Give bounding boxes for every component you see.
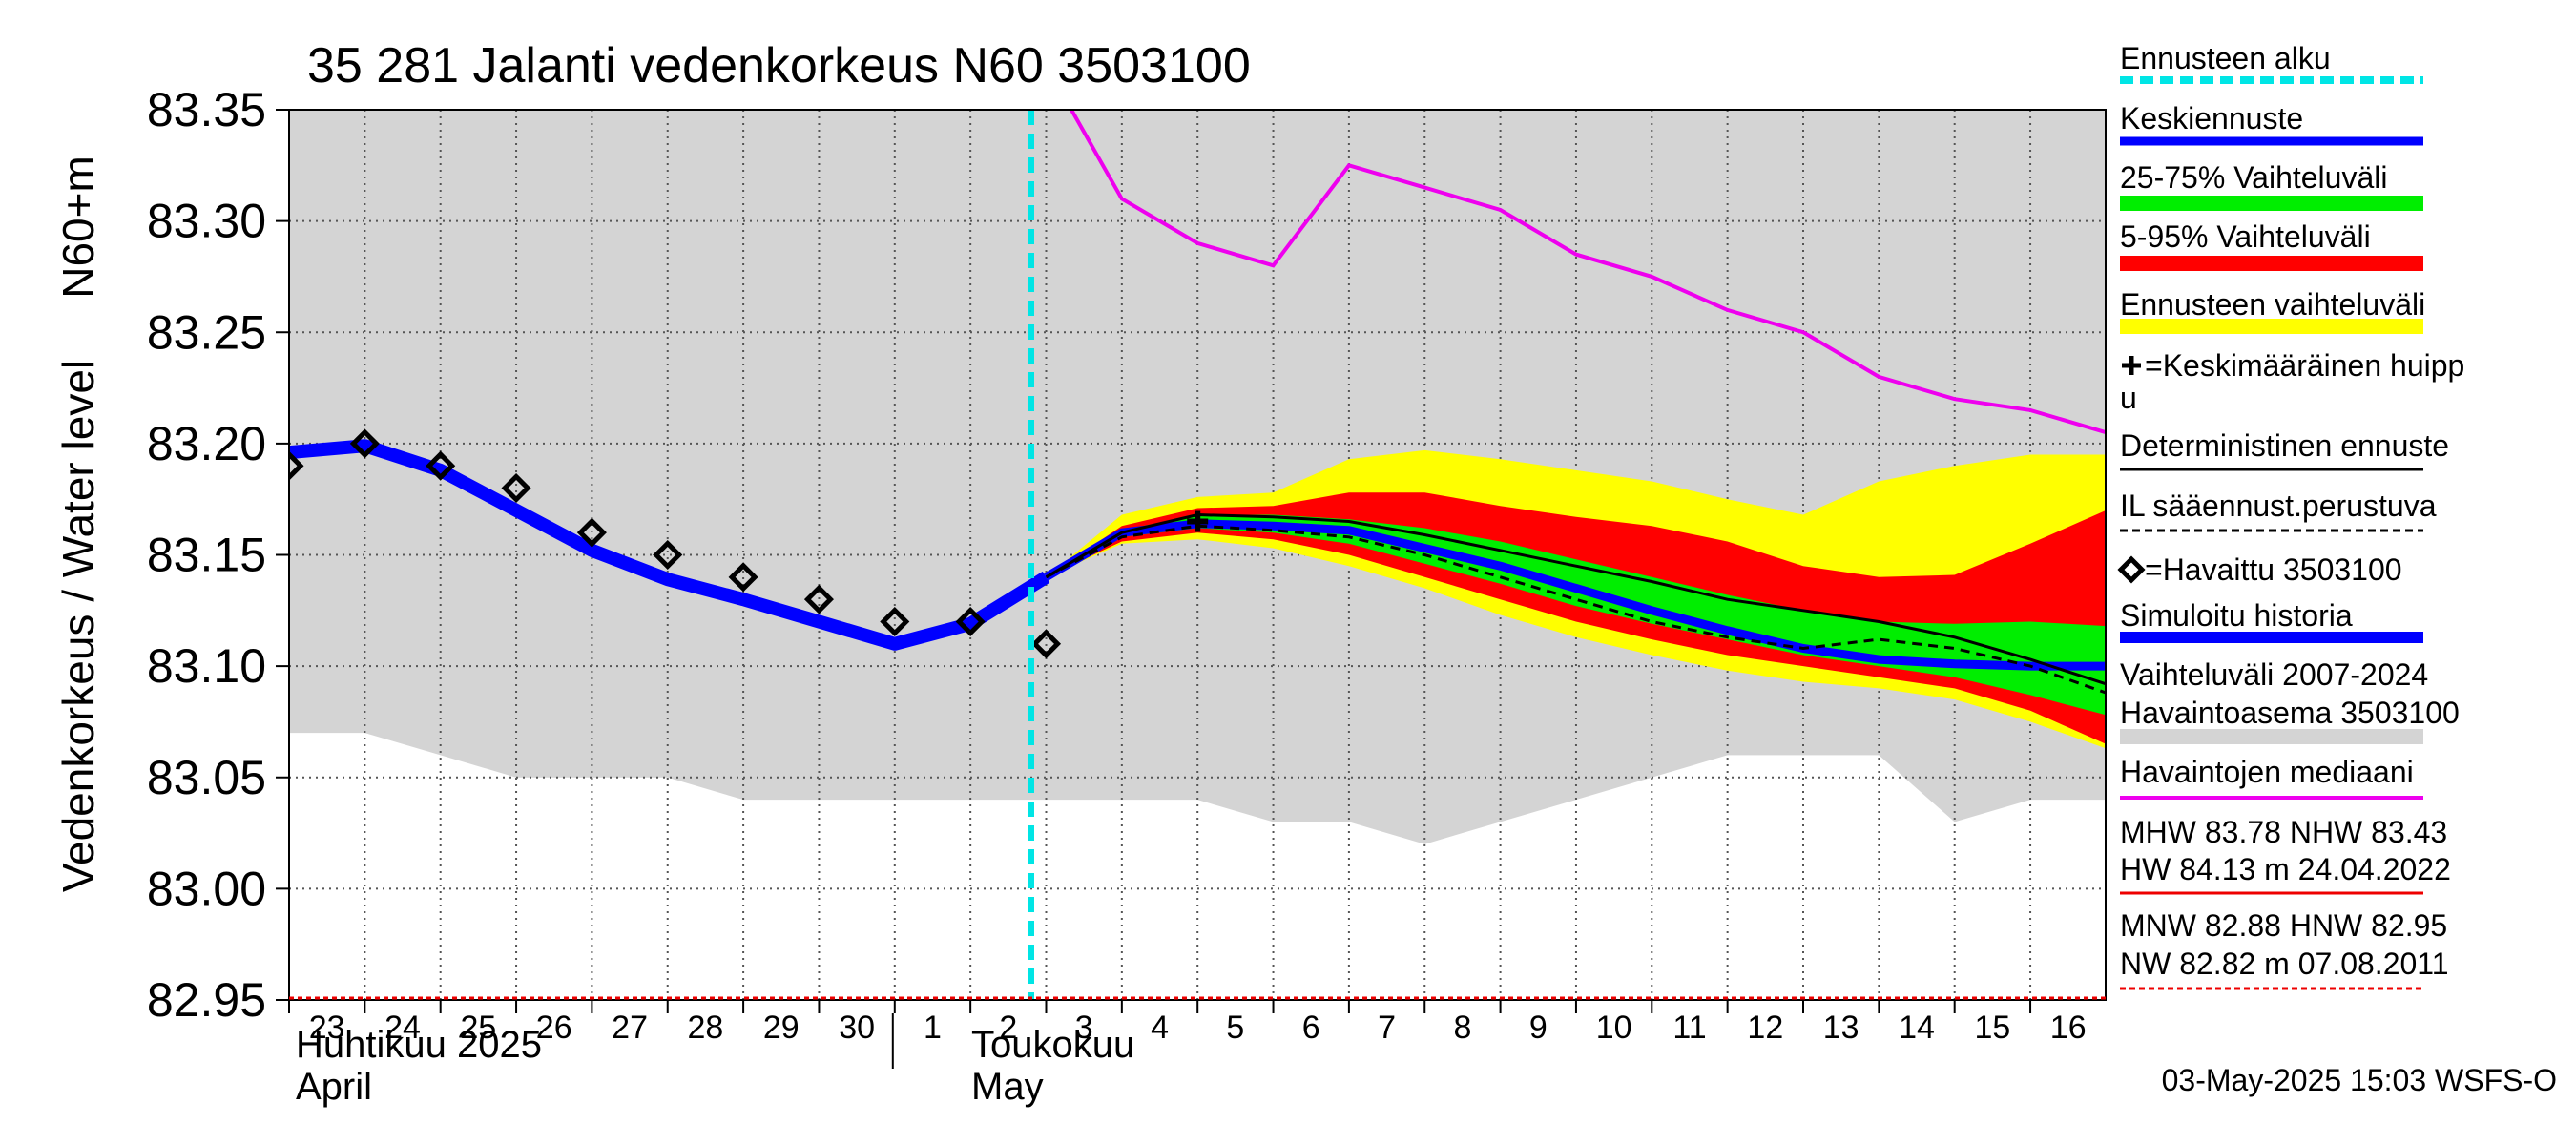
observed-point <box>349 428 380 459</box>
x-tick-label: 29 <box>763 1010 800 1046</box>
observed-point <box>653 539 683 571</box>
x-tick-label: 9 <box>1529 1010 1548 1046</box>
legend-stats-low-1: MNW 82.88 HNW 82.95 <box>2120 908 2447 943</box>
deterministic-forecast-line <box>1045 512 2106 686</box>
legend-forecast-start-label: Ennusteen alku <box>2120 41 2331 75</box>
x-tick-label: 8 <box>1453 1010 1471 1046</box>
x-tick-label: 3 <box>1075 1010 1093 1046</box>
observed-point <box>955 606 986 637</box>
simulated-history-line <box>289 439 1050 651</box>
legend-stats-high-1: MHW 83.78 NHW 83.43 <box>2120 815 2447 849</box>
month-label-fi: Huhtikuu 2025 <box>296 1024 542 1066</box>
legend-band-25-75-label: 25-75% Vaihteluväli <box>2120 160 2387 195</box>
x-tick-label: 4 <box>1151 1010 1169 1046</box>
x-tick-label: 23 <box>309 1010 345 1046</box>
x-tick-label: 24 <box>384 1010 421 1046</box>
y-tick-label: 82.95 <box>147 973 266 1027</box>
legend-median-label: Havaintojen mediaani <box>2120 755 2414 789</box>
x-tick-label: 27 <box>612 1010 648 1046</box>
legend-hist-range-label-cont: Havaintoasema 3503100 <box>2120 696 2460 730</box>
x-tick-label: 14 <box>1899 1010 1935 1046</box>
y-tick-label: 83.30 <box>147 195 266 248</box>
legend-mean-peak-label-cont: u <box>2120 381 2137 415</box>
plot-area <box>289 110 2106 1000</box>
x-tick-label: 16 <box>2050 1010 2087 1046</box>
mean-forecast-line <box>1044 519 2106 671</box>
il-forecast-line <box>1045 524 2106 695</box>
month-label-en: April <box>296 1066 372 1108</box>
x-tick-label: 15 <box>1974 1010 2010 1046</box>
x-tick-label: 1 <box>924 1010 942 1046</box>
observed-point <box>576 517 607 548</box>
observed-point <box>1030 629 1062 659</box>
axes: 83.35 83.30 83.25 83.20 83.15 83.10 83.05 83.00… <box>147 83 2107 1108</box>
legend-simulated-label: Simuloitu historia <box>2120 598 2353 633</box>
observed-point <box>501 472 531 504</box>
x-tick-label: 28 <box>688 1010 724 1046</box>
x-tick-label: 30 <box>839 1010 875 1046</box>
y-tick-label: 83.35 <box>147 83 266 136</box>
legend-stats-low-2: NW 82.82 m 07.08.2011 <box>2120 947 2449 981</box>
observed-point <box>880 606 910 637</box>
legend: Ennusteen alku Keskiennuste 25-75% Vaihtel… <box>2117 41 2464 990</box>
observed-point <box>803 584 834 614</box>
legend-mean-forecast-label: Keskiennuste <box>2120 101 2303 135</box>
legend-stats-high-2: HW 84.13 m 24.04.2022 <box>2120 852 2451 886</box>
timestamp-footer: 03-May-2025 15:03 WSFS-O <box>2162 1063 2557 1097</box>
x-tick-label: 7 <box>1378 1010 1396 1046</box>
y-tick-label: 83.20 <box>147 417 266 470</box>
y-tick-label: 83.05 <box>147 751 266 804</box>
historical-range-band <box>289 110 2106 844</box>
y-tick-label: 83.10 <box>147 639 266 693</box>
median-line <box>1069 110 2106 435</box>
x-tick-label: 26 <box>536 1010 572 1046</box>
month-label-en: May <box>971 1066 1044 1108</box>
observed-point <box>289 450 304 481</box>
legend-forecast-range-label: Ennusteen vaihteluväli <box>2120 287 2425 322</box>
legend-deterministic-label: Deterministinen ennuste <box>2120 428 2449 463</box>
legend-observed-label: =Havaittu 3503100 <box>2145 552 2402 587</box>
observed-point <box>426 450 456 481</box>
x-tick-label: 13 <box>1823 1010 1859 1046</box>
y-axis-label: Vedenkorkeus / Water level <box>53 360 103 892</box>
x-tick-label: 11 <box>1672 1010 1706 1046</box>
y-tick-label: 83.00 <box>147 862 266 915</box>
x-tick-label: 10 <box>1596 1010 1632 1046</box>
y-tick-label: 83.15 <box>147 529 266 582</box>
legend-il-label: IL sääennust.perustuva <box>2120 489 2437 523</box>
x-tick-label: 5 <box>1226 1010 1244 1046</box>
legend-mean-peak-label: =Keskimääräinen huipp <box>2145 348 2464 383</box>
month-label-fi: Toukokuu <box>971 1024 1134 1066</box>
legend-hist-range-label: Vaihteluväli 2007-2024 <box>2120 657 2428 692</box>
x-tick-label: 25 <box>460 1010 496 1046</box>
x-tick-label: 12 <box>1747 1010 1783 1046</box>
observed-point <box>728 562 758 593</box>
legend-band-5-95-label: 5-95% Vaihteluväli <box>2120 219 2371 254</box>
mean-peak-marker <box>1187 510 1209 532</box>
legend-observed-marker <box>2117 555 2146 584</box>
x-tick-label: 6 <box>1302 1010 1320 1046</box>
x-tick-label: 2 <box>999 1010 1017 1046</box>
y-axis-unit-label: N60+m <box>53 156 103 299</box>
band-5-95 <box>1046 492 2106 744</box>
chart-title: 35 281 Jalanti vedenkorkeus N60 3503100 <box>307 38 1251 94</box>
legend-mean-peak-marker <box>2122 356 2141 375</box>
y-tick-label: 83.25 <box>147 305 266 359</box>
